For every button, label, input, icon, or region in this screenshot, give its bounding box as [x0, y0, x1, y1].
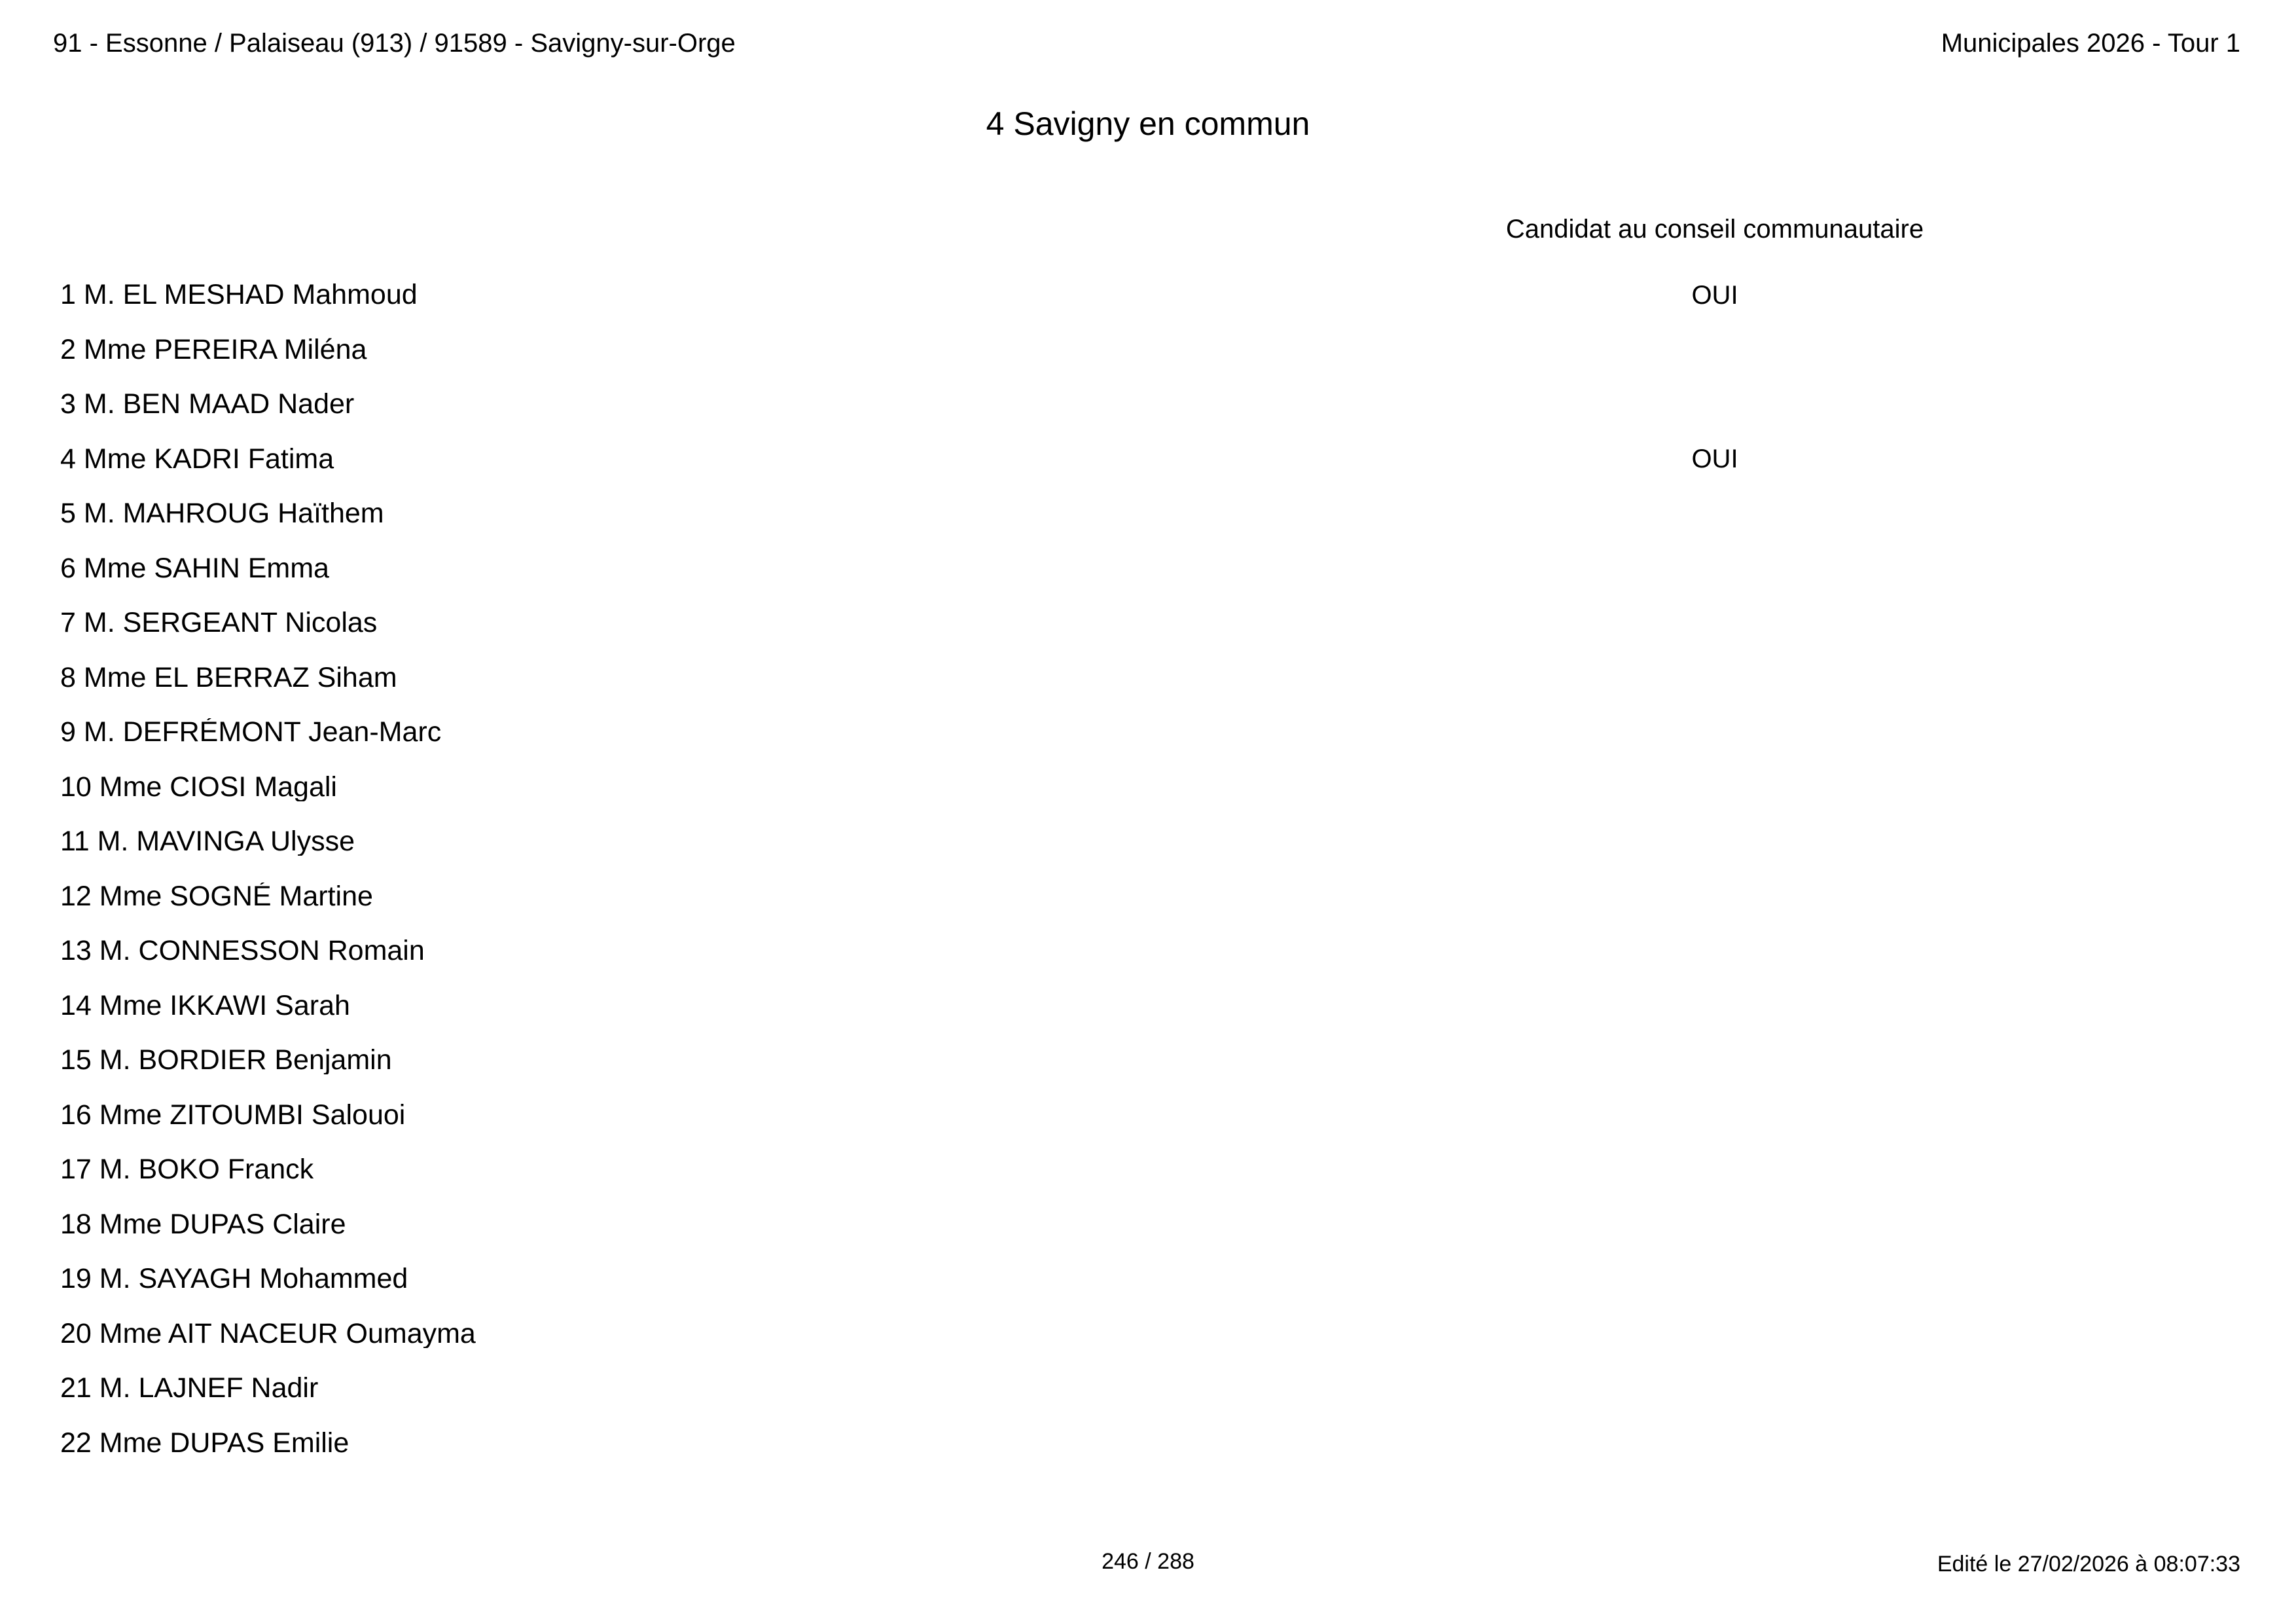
candidate-label: 11 M. MAVINGA Ulysse — [60, 828, 1388, 856]
candidate-label: 13 M. CONNESSON Romain — [60, 937, 1388, 965]
candidate-label: 4 Mme KADRI Fatima — [60, 445, 1388, 473]
candidate-label: 1 M. EL MESHAD Mahmoud — [60, 281, 1388, 309]
candidate-name: M. SERGEANT Nicolas — [83, 609, 378, 638]
candidate-row: 5 M. MAHROUG Haïthem — [60, 486, 2042, 541]
candidate-name: M. BOKO Franck — [99, 1156, 314, 1184]
candidate-row: 1 M. EL MESHAD Mahmoud OUI — [60, 268, 2042, 323]
candidate-number: 9 — [60, 718, 76, 747]
candidate-row: 15 M. BORDIER Benjamin — [60, 1033, 2042, 1088]
candidate-name: Mme CIOSI Magali — [99, 773, 337, 801]
candidate-label: 3 M. BEN MAAD Nader — [60, 390, 1388, 418]
candidate-label: 17 M. BOKO Franck — [60, 1156, 1388, 1184]
candidate-name: M. BORDIER Benjamin — [99, 1046, 392, 1075]
candidate-row: 22 Mme DUPAS Emilie — [60, 1416, 2042, 1471]
candidate-row: 3 M. BEN MAAD Nader — [60, 377, 2042, 432]
candidate-number: 10 — [60, 773, 92, 801]
candidate-name: Mme PEREIRA Miléna — [83, 335, 367, 364]
candidate-row: 16 Mme ZITOUMBI Salouoi — [60, 1088, 2042, 1143]
candidate-row: 2 Mme PEREIRA Miléna — [60, 323, 2042, 378]
candidate-number: 6 — [60, 554, 76, 583]
candidate-name: M. MAVINGA Ulysse — [97, 828, 355, 856]
candidate-row: 14 Mme IKKAWI Sarah — [60, 979, 2042, 1034]
candidate-row: 21 M. LAJNEF Nadir — [60, 1361, 2042, 1416]
candidate-number: 15 — [60, 1046, 92, 1075]
candidate-number: 1 — [60, 281, 76, 310]
candidate-label: 9 M. DEFRÉMONT Jean-Marc — [60, 718, 1388, 746]
candidate-name: Mme IKKAWI Sarah — [99, 991, 350, 1020]
footer-edited-timestamp: Edité le 27/02/2026 à 08:07:33 — [1937, 1552, 2240, 1577]
header-election: Municipales 2026 - Tour 1 — [1941, 29, 2240, 58]
candidate-label: 12 Mme SOGNÉ Martine — [60, 883, 1388, 911]
candidate-label: 8 Mme EL BERRAZ Siham — [60, 664, 1388, 692]
candidate-row: 7 M. SERGEANT Nicolas — [60, 596, 2042, 651]
candidate-name: Mme KADRI Fatima — [83, 445, 334, 473]
conseil-communautaire-value: OUI — [1691, 445, 1738, 474]
candidate-row: 17 M. BOKO Franck — [60, 1142, 2042, 1197]
candidate-label: 22 Mme DUPAS Emilie — [60, 1429, 1388, 1457]
candidate-name: Mme EL BERRAZ Siham — [83, 663, 397, 692]
candidate-name: Mme ZITOUMBI Salouoi — [99, 1101, 406, 1129]
candidate-name: Mme AIT NACEUR Oumayma — [99, 1319, 476, 1348]
conseil-communautaire-value: OUI — [1691, 280, 1738, 310]
candidate-number: 3 — [60, 390, 76, 419]
candidate-label: 2 Mme PEREIRA Miléna — [60, 336, 1388, 364]
candidate-number: 19 — [60, 1265, 92, 1294]
candidate-name: M. SAYAGH Mohammed — [99, 1265, 408, 1294]
candidate-number: 18 — [60, 1210, 92, 1239]
candidate-label: 7 M. SERGEANT Nicolas — [60, 609, 1388, 637]
candidate-row: 4 Mme KADRI Fatima OUI — [60, 432, 2042, 487]
candidate-number: 13 — [60, 937, 92, 966]
candidate-label: 20 Mme AIT NACEUR Oumayma — [60, 1320, 1388, 1348]
column-header-conseil-communautaire: Candidat au conseil communautaire — [1505, 215, 1924, 244]
candidate-name: M. EL MESHAD Mahmoud — [83, 281, 418, 310]
candidate-number: 14 — [60, 991, 92, 1020]
candidate-row: 13 M. CONNESSON Romain — [60, 924, 2042, 979]
candidate-number: 20 — [60, 1319, 92, 1348]
candidate-label: 15 M. BORDIER Benjamin — [60, 1046, 1388, 1074]
candidate-label: 5 M. MAHROUG Haïthem — [60, 500, 1388, 528]
candidate-number: 21 — [60, 1374, 92, 1403]
header-location: 91 - Essonne / Palaiseau (913) / 91589 -… — [53, 29, 736, 58]
candidate-label: 16 Mme ZITOUMBI Salouoi — [60, 1101, 1388, 1129]
candidate-label: 14 Mme IKKAWI Sarah — [60, 992, 1388, 1020]
candidate-row: 6 Mme SAHIN Emma — [60, 541, 2042, 596]
candidate-number: 11 — [60, 828, 90, 856]
footer-page-number: 246 / 288 — [1102, 1549, 1194, 1574]
candidate-number: 8 — [60, 663, 76, 692]
candidate-number: 2 — [60, 335, 76, 364]
candidate-row: 10 Mme CIOSI Magali — [60, 760, 2042, 815]
candidate-label: 6 Mme SAHIN Emma — [60, 555, 1388, 583]
candidate-row: 20 Mme AIT NACEUR Oumayma — [60, 1307, 2042, 1362]
candidate-row: 11 M. MAVINGA Ulysse — [60, 814, 2042, 869]
candidate-row: 18 Mme DUPAS Claire — [60, 1197, 2042, 1252]
candidate-name: Mme SAHIN Emma — [83, 554, 329, 583]
candidate-label: 21 M. LAJNEF Nadir — [60, 1374, 1388, 1402]
candidate-name: Mme SOGNÉ Martine — [99, 882, 373, 911]
candidate-name: M. CONNESSON Romain — [99, 937, 425, 966]
candidate-number: 22 — [60, 1429, 92, 1457]
candidate-label: 19 M. SAYAGH Mohammed — [60, 1265, 1388, 1293]
candidate-row: 12 Mme SOGNÉ Martine — [60, 869, 2042, 924]
candidate-number: 5 — [60, 500, 76, 528]
candidate-number: 12 — [60, 882, 92, 911]
candidate-number: 7 — [60, 609, 76, 638]
candidate-list: 1 M. EL MESHAD Mahmoud OUI 2 Mme PEREIRA… — [60, 268, 2042, 1470]
candidate-number: 4 — [60, 445, 76, 473]
candidate-name: M. BEN MAAD Nader — [83, 390, 355, 419]
candidate-name: Mme DUPAS Claire — [99, 1210, 346, 1239]
candidate-number: 17 — [60, 1156, 92, 1184]
candidate-row: 9 M. DEFRÉMONT Jean-Marc — [60, 705, 2042, 760]
candidate-name: M. DEFRÉMONT Jean-Marc — [83, 718, 442, 747]
page-title: 4 Savigny en commun — [986, 105, 1310, 142]
candidate-label: 18 Mme DUPAS Claire — [60, 1211, 1388, 1239]
candidate-name: Mme DUPAS Emilie — [99, 1429, 350, 1457]
candidate-label: 10 Mme CIOSI Magali — [60, 773, 1388, 801]
candidate-name: M. MAHROUG Haïthem — [83, 500, 384, 528]
candidate-row: 19 M. SAYAGH Mohammed — [60, 1252, 2042, 1307]
candidate-number: 16 — [60, 1101, 92, 1129]
candidate-row: 8 Mme EL BERRAZ Siham — [60, 651, 2042, 706]
candidate-name: M. LAJNEF Nadir — [99, 1374, 319, 1403]
